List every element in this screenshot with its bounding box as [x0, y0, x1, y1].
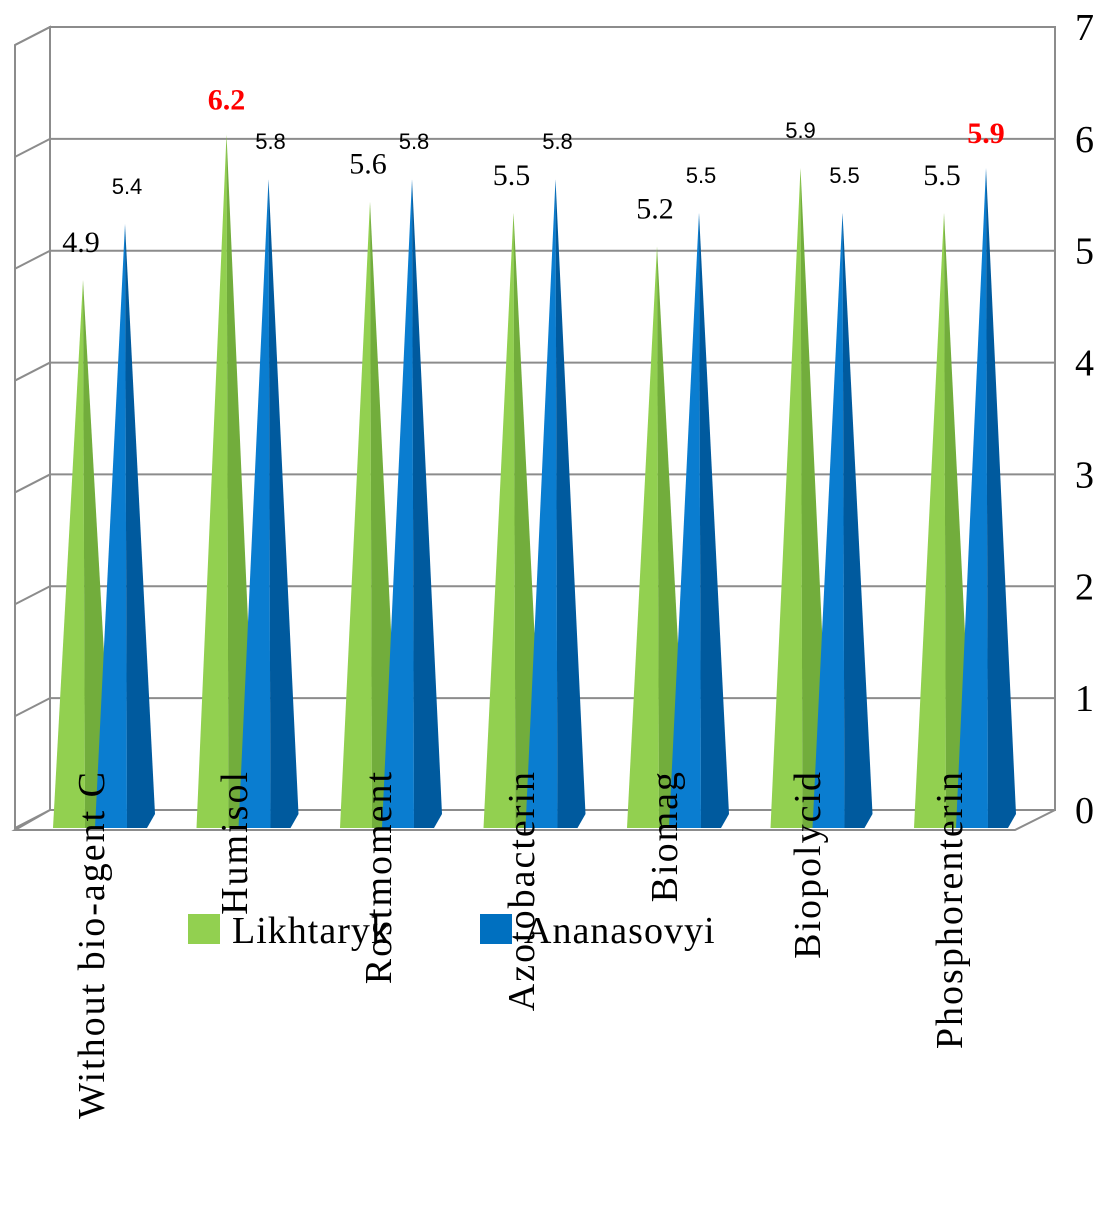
- data-label-ananasovyi-rostmoment: 5.8: [399, 129, 430, 154]
- y-tick-label: 5: [1075, 231, 1094, 273]
- data-labels: 4.96.25.6 5.55.25.95.55.45.8 5.8 5.85.5 5.55…: [62, 83, 1005, 258]
- y-tick-label: 4: [1075, 343, 1094, 385]
- legend-label-ananasovyi: Ananasovyi: [524, 910, 716, 952]
- data-label-ananasovyi-biomag: 5.5: [686, 163, 717, 188]
- cone-ananasovyi-azotobacterin-front: [525, 179, 558, 828]
- cone-ananasovyi-rostmoment-side: [412, 179, 442, 828]
- x-category-label-azotobacterin: Azotobacterin: [501, 770, 543, 1011]
- y-tick-label: 6: [1075, 119, 1094, 161]
- gridline-side: [14, 585, 51, 606]
- cone-ananasovyi-without-bio-agent-c-front: [95, 223, 127, 828]
- cone-ananasovyi-biomag-front: [669, 212, 701, 829]
- cone-likhtaryk-biopolycid-front: [770, 168, 803, 829]
- cone-ananasovyi-without-bio-agent-c-side: [125, 223, 155, 828]
- legend-swatch-ananasovyi: [480, 914, 512, 944]
- cone-ananasovyi-phosphorenterin-side: [986, 168, 1016, 829]
- data-label-likhtaryk-azotobacterin: 5.5: [493, 159, 531, 192]
- cone-likhtaryk-biomag-front: [627, 246, 659, 829]
- data-label-likhtaryk-without-bio-agent-c: 4.9: [62, 226, 100, 259]
- data-label-ananasovyi-azotobacterin: 5.8: [542, 129, 573, 154]
- cone-likhtaryk-humisol-front: [196, 134, 229, 828]
- data-label-ananasovyi-humisol: 5.8: [255, 129, 286, 154]
- legend-swatch-likhtaryk: [188, 914, 220, 944]
- gridline-side: [14, 697, 51, 718]
- legend-label-likhtaryk: Likhtaryk: [232, 910, 391, 952]
- x-category-label-phosphorenterin: Phosphorenterin: [929, 770, 971, 1049]
- data-label-likhtaryk-biomag: 5.2: [636, 192, 674, 225]
- gridline-side: [14, 26, 51, 46]
- x-category-label-humisol: Humisol: [214, 770, 256, 915]
- data-label-ananasovyi-phosphorenterin: 5.9: [967, 117, 1005, 150]
- data-label-ananasovyi-without-bio-agent-c: 5.4: [112, 174, 143, 199]
- gridline-side: [14, 361, 51, 382]
- cone-ananasovyi-humisol-front: [238, 179, 271, 828]
- x-category-label-rostmoment: Rostmoment: [358, 770, 400, 984]
- gridline-side: [14, 249, 51, 270]
- data-label-ananasovyi-biopolycid: 5.5: [829, 163, 860, 188]
- y-axis-ticks: 0 1 2 3 4 5 6 7: [1075, 7, 1094, 832]
- x-category-label-without-bio-agent-c: Without bio-agent C: [71, 770, 113, 1119]
- x-category-label-biomag: Biomag: [644, 770, 686, 902]
- cone-likhtaryk-without-bio-agent-c-front: [53, 279, 85, 828]
- y-tick-label: 1: [1075, 678, 1094, 720]
- data-label-likhtaryk-phosphorenterin: 5.5: [923, 159, 961, 192]
- cone-ananasovyi-biopolycid-front: [812, 212, 845, 829]
- cone-ananasovyi-humisol-side: [268, 179, 299, 828]
- y-tick-label: 7: [1075, 7, 1094, 49]
- legend: Likhtaryk Ananasovyi: [188, 910, 716, 952]
- gridline-side: [14, 137, 51, 158]
- cone-ananasovyi-biopolycid-side: [842, 212, 873, 829]
- y-tick-label: 3: [1075, 454, 1094, 496]
- gridline-side: [14, 473, 51, 494]
- cone-likhtaryk-phosphorenterin-front: [914, 212, 946, 829]
- plot-series: [53, 134, 1016, 829]
- x-category-label-biopolycid: Biopolycid: [787, 770, 829, 959]
- data-label-likhtaryk-rostmoment: 5.6: [349, 148, 387, 181]
- cone-ananasovyi-biomag-side: [699, 212, 729, 829]
- data-label-likhtaryk-humisol: 6.2: [208, 83, 246, 116]
- cone-likhtaryk-rostmoment-front: [340, 201, 372, 829]
- y-tick-label: 0: [1075, 790, 1094, 832]
- x-axis-category-labels: Without bio-agent C Humisol Rostmoment Azot…: [71, 770, 971, 1119]
- cone-ananasovyi-azotobacterin-side: [555, 179, 586, 828]
- cone-ananasovyi-rostmoment-front: [382, 179, 414, 828]
- data-label-likhtaryk-biopolycid: 5.9: [785, 118, 816, 143]
- cone-likhtaryk-azotobacterin-front: [483, 212, 516, 829]
- y-tick-label: 2: [1075, 566, 1094, 608]
- cone-ananasovyi-phosphorenterin-front: [956, 168, 988, 829]
